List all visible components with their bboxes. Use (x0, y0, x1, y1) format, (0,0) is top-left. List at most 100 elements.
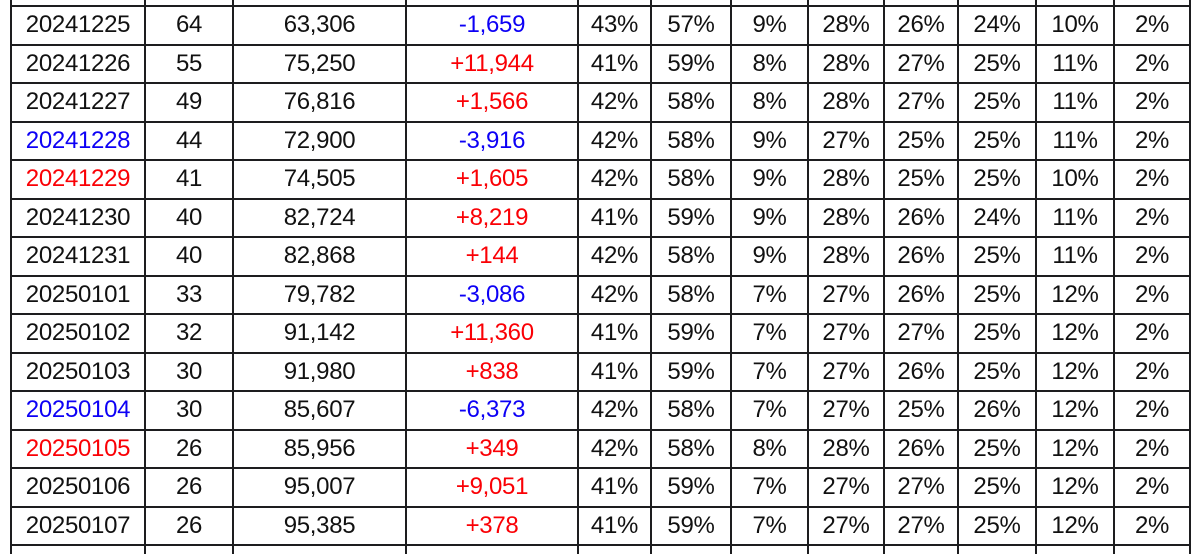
percent-cell: 42% (579, 392, 650, 429)
change-cell: -6,373 (407, 392, 577, 429)
percent-cell: 25% (885, 122, 957, 159)
total-cell: 85,607 (234, 392, 405, 429)
percent-cell: 25% (959, 353, 1035, 390)
percent-cell: 26% (959, 392, 1035, 429)
total-cell: 76,816 (234, 84, 405, 121)
percent-cell: 27% (809, 122, 883, 159)
percent-cell: 2% (1115, 392, 1189, 429)
percent-cell: 2% (1115, 7, 1189, 44)
percent-cell: 41% (579, 199, 650, 236)
percent-cell: 11% (1037, 199, 1113, 236)
date-cell: 20250106 (12, 469, 144, 506)
partial-row-bottom-cell (732, 546, 807, 554)
percent-cell: 59% (652, 469, 730, 506)
percent-cell: 8% (732, 45, 807, 82)
total-cell: 85,956 (234, 430, 405, 467)
partial-row-bottom-cell (146, 546, 232, 554)
percent-cell: 27% (809, 315, 883, 352)
percent-cell: 27% (809, 507, 883, 544)
change-cell: +1,605 (407, 161, 577, 198)
percent-cell: 9% (732, 122, 807, 159)
partial-row-top-cell (12, 0, 144, 5)
percent-cell: 41% (579, 469, 650, 506)
percent-cell: 25% (959, 430, 1035, 467)
percent-cell: 43% (579, 7, 650, 44)
partial-row-bottom-cell (809, 546, 883, 554)
percent-cell: 27% (885, 84, 957, 121)
count-cell: 26 (146, 430, 232, 467)
count-cell: 26 (146, 469, 232, 506)
percent-cell: 57% (652, 7, 730, 44)
percent-cell: 59% (652, 353, 730, 390)
total-cell: 75,250 (234, 45, 405, 82)
date-cell: 20250105 (12, 430, 144, 467)
percent-cell: 2% (1115, 45, 1189, 82)
percent-cell: 58% (652, 430, 730, 467)
percent-cell: 41% (579, 315, 650, 352)
count-cell: 40 (146, 238, 232, 275)
change-cell: +1,566 (407, 84, 577, 121)
percent-cell: 28% (809, 161, 883, 198)
count-cell: 40 (146, 199, 232, 236)
count-cell: 55 (146, 45, 232, 82)
change-cell: +11,360 (407, 315, 577, 352)
percent-cell: 27% (885, 507, 957, 544)
percent-cell: 42% (579, 161, 650, 198)
partial-row-bottom-cell (579, 546, 650, 554)
count-cell: 49 (146, 84, 232, 121)
total-cell: 82,868 (234, 238, 405, 275)
percent-cell: 12% (1037, 392, 1113, 429)
partial-row-bottom-cell (885, 546, 957, 554)
percent-cell: 42% (579, 84, 650, 121)
date-cell: 20241228 (12, 122, 144, 159)
percent-cell: 59% (652, 315, 730, 352)
change-cell: +838 (407, 353, 577, 390)
percent-cell: 2% (1115, 469, 1189, 506)
percent-cell: 58% (652, 161, 730, 198)
percent-cell: 11% (1037, 122, 1113, 159)
percent-cell: 12% (1037, 353, 1113, 390)
percent-cell: 59% (652, 199, 730, 236)
percent-cell: 7% (732, 353, 807, 390)
percent-cell: 27% (809, 392, 883, 429)
percent-cell: 2% (1115, 353, 1189, 390)
partial-row-top-cell (652, 0, 730, 5)
percent-cell: 11% (1037, 45, 1113, 82)
percent-cell: 9% (732, 238, 807, 275)
percent-cell: 8% (732, 84, 807, 121)
percent-cell: 25% (959, 315, 1035, 352)
partial-row-top-cell (1037, 0, 1113, 5)
percent-cell: 27% (809, 276, 883, 313)
percent-cell: 26% (885, 430, 957, 467)
percent-cell: 11% (1037, 84, 1113, 121)
percent-cell: 58% (652, 276, 730, 313)
date-cell: 20241231 (12, 238, 144, 275)
percent-cell: 2% (1115, 430, 1189, 467)
percent-cell: 25% (885, 392, 957, 429)
percent-cell: 25% (959, 276, 1035, 313)
percent-cell: 27% (885, 469, 957, 506)
percent-cell: 2% (1115, 122, 1189, 159)
percent-cell: 25% (959, 238, 1035, 275)
percent-cell: 41% (579, 45, 650, 82)
percent-cell: 2% (1115, 199, 1189, 236)
percent-cell: 25% (885, 161, 957, 198)
date-cell: 20250107 (12, 507, 144, 544)
total-cell: 95,385 (234, 507, 405, 544)
percent-cell: 59% (652, 507, 730, 544)
percent-cell: 7% (732, 507, 807, 544)
total-cell: 82,724 (234, 199, 405, 236)
percent-cell: 58% (652, 122, 730, 159)
percent-cell: 9% (732, 199, 807, 236)
percent-cell: 12% (1037, 315, 1113, 352)
percent-cell: 9% (732, 7, 807, 44)
percent-cell: 24% (959, 199, 1035, 236)
percent-cell: 27% (885, 45, 957, 82)
percent-cell: 7% (732, 392, 807, 429)
percent-cell: 11% (1037, 238, 1113, 275)
percent-cell: 12% (1037, 507, 1113, 544)
percent-cell: 10% (1037, 161, 1113, 198)
partial-row-bottom-cell (12, 546, 144, 554)
date-cell: 20250104 (12, 392, 144, 429)
